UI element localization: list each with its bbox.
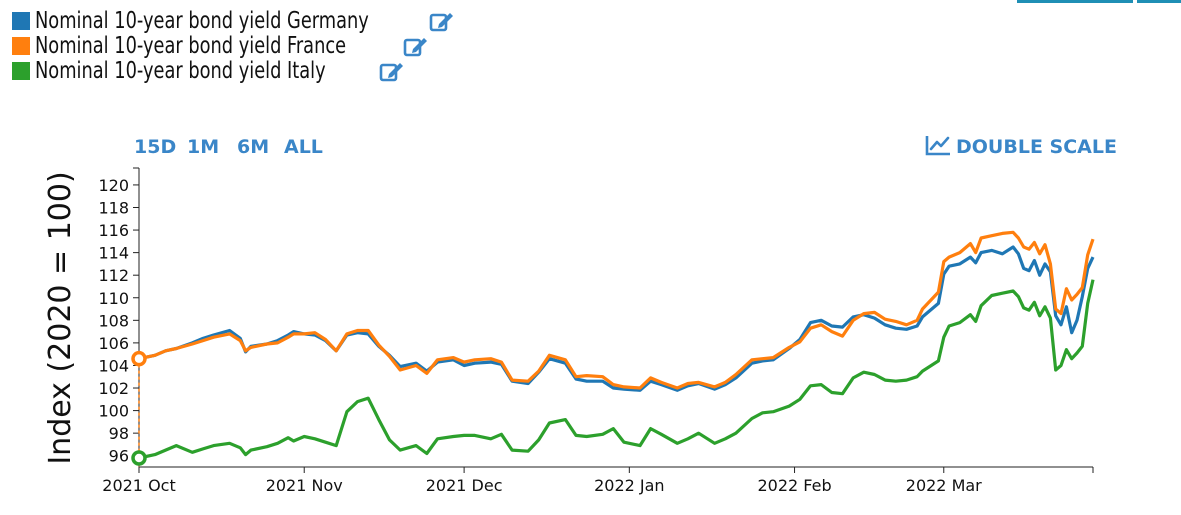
y-tick-label: 116 [98,221,129,240]
x-tick-label: 2022 Mar [906,476,982,495]
x-tick-label: 2021 Oct [102,476,175,495]
y-axis: 96 98 100 102 104 106 108 110 112 114 116 118 120 [98,167,140,467]
legend-item-italy[interactable]: Nominal 10-year bond yield Italy [12,57,455,84]
edit-icon[interactable] [379,60,405,82]
x-tick-label: 2022 Jan [594,476,664,495]
y-tick-label: 108 [98,311,129,330]
y-tick-label: 98 [109,424,129,443]
series-line-france [138,230,1095,390]
y-tick-label: 112 [98,266,129,285]
y-axis-label: Index (2020 = 100) [43,171,78,464]
legend-swatch-italy [12,61,30,80]
line-chart-icon [925,136,950,156]
start-marker[interactable] [131,350,147,367]
x-tick-label: 2021 Nov [266,476,343,495]
x-tick-label: 2021 Dec [426,476,503,495]
y-tick-label: 104 [98,356,129,375]
range-buttons: 15D 1M 6M ALL [134,136,323,158]
y-tick-label: 120 [98,176,129,195]
top-tab-bar-right[interactable] [1137,0,1181,3]
series-line-italy [138,279,1095,460]
x-axis: 2021 Oct 2021 Nov 2021 Dec 2022 Jan 2022 Feb… [102,466,1094,495]
double-scale-label: DOUBLE SCALE [956,136,1117,158]
y-tick-label: 106 [98,334,129,353]
y-tick-label: 114 [98,244,129,263]
start-marker[interactable] [131,450,147,466]
series-lines [138,230,1095,460]
y-tick-label: 110 [98,289,129,308]
y-tick-label: 102 [98,379,129,398]
edit-icon[interactable] [429,10,455,32]
y-tick-label: 118 [98,198,129,217]
range-button-15d[interactable]: 15D [134,136,176,158]
legend: Nominal 10-year bond yield Germany Nomin… [12,7,455,84]
y-tick-label: 96 [109,447,129,466]
legend-item-france[interactable]: Nominal 10-year bond yield France [12,32,455,59]
series-line-germany [138,245,1095,392]
legend-label-germany: Nominal 10-year bond yield Germany [35,7,369,34]
legend-label-italy: Nominal 10-year bond yield Italy [35,57,326,84]
double-scale-button[interactable]: DOUBLE SCALE [925,136,1117,158]
x-tick-label: 2022 Feb [757,476,831,495]
legend-label-france: Nominal 10-year bond yield France [35,32,347,59]
legend-swatch-germany [12,11,30,30]
y-tick-label: 100 [98,402,129,421]
top-tab-bar-left[interactable] [1017,0,1133,3]
legend-item-germany[interactable]: Nominal 10-year bond yield Germany [12,7,455,34]
edit-icon[interactable] [403,35,429,57]
range-button-6m[interactable]: 6M [237,136,269,158]
range-button-1m[interactable]: 1M [187,136,219,158]
start-markers [131,350,147,467]
range-button-all[interactable]: ALL [284,136,323,158]
legend-swatch-france [12,36,30,55]
